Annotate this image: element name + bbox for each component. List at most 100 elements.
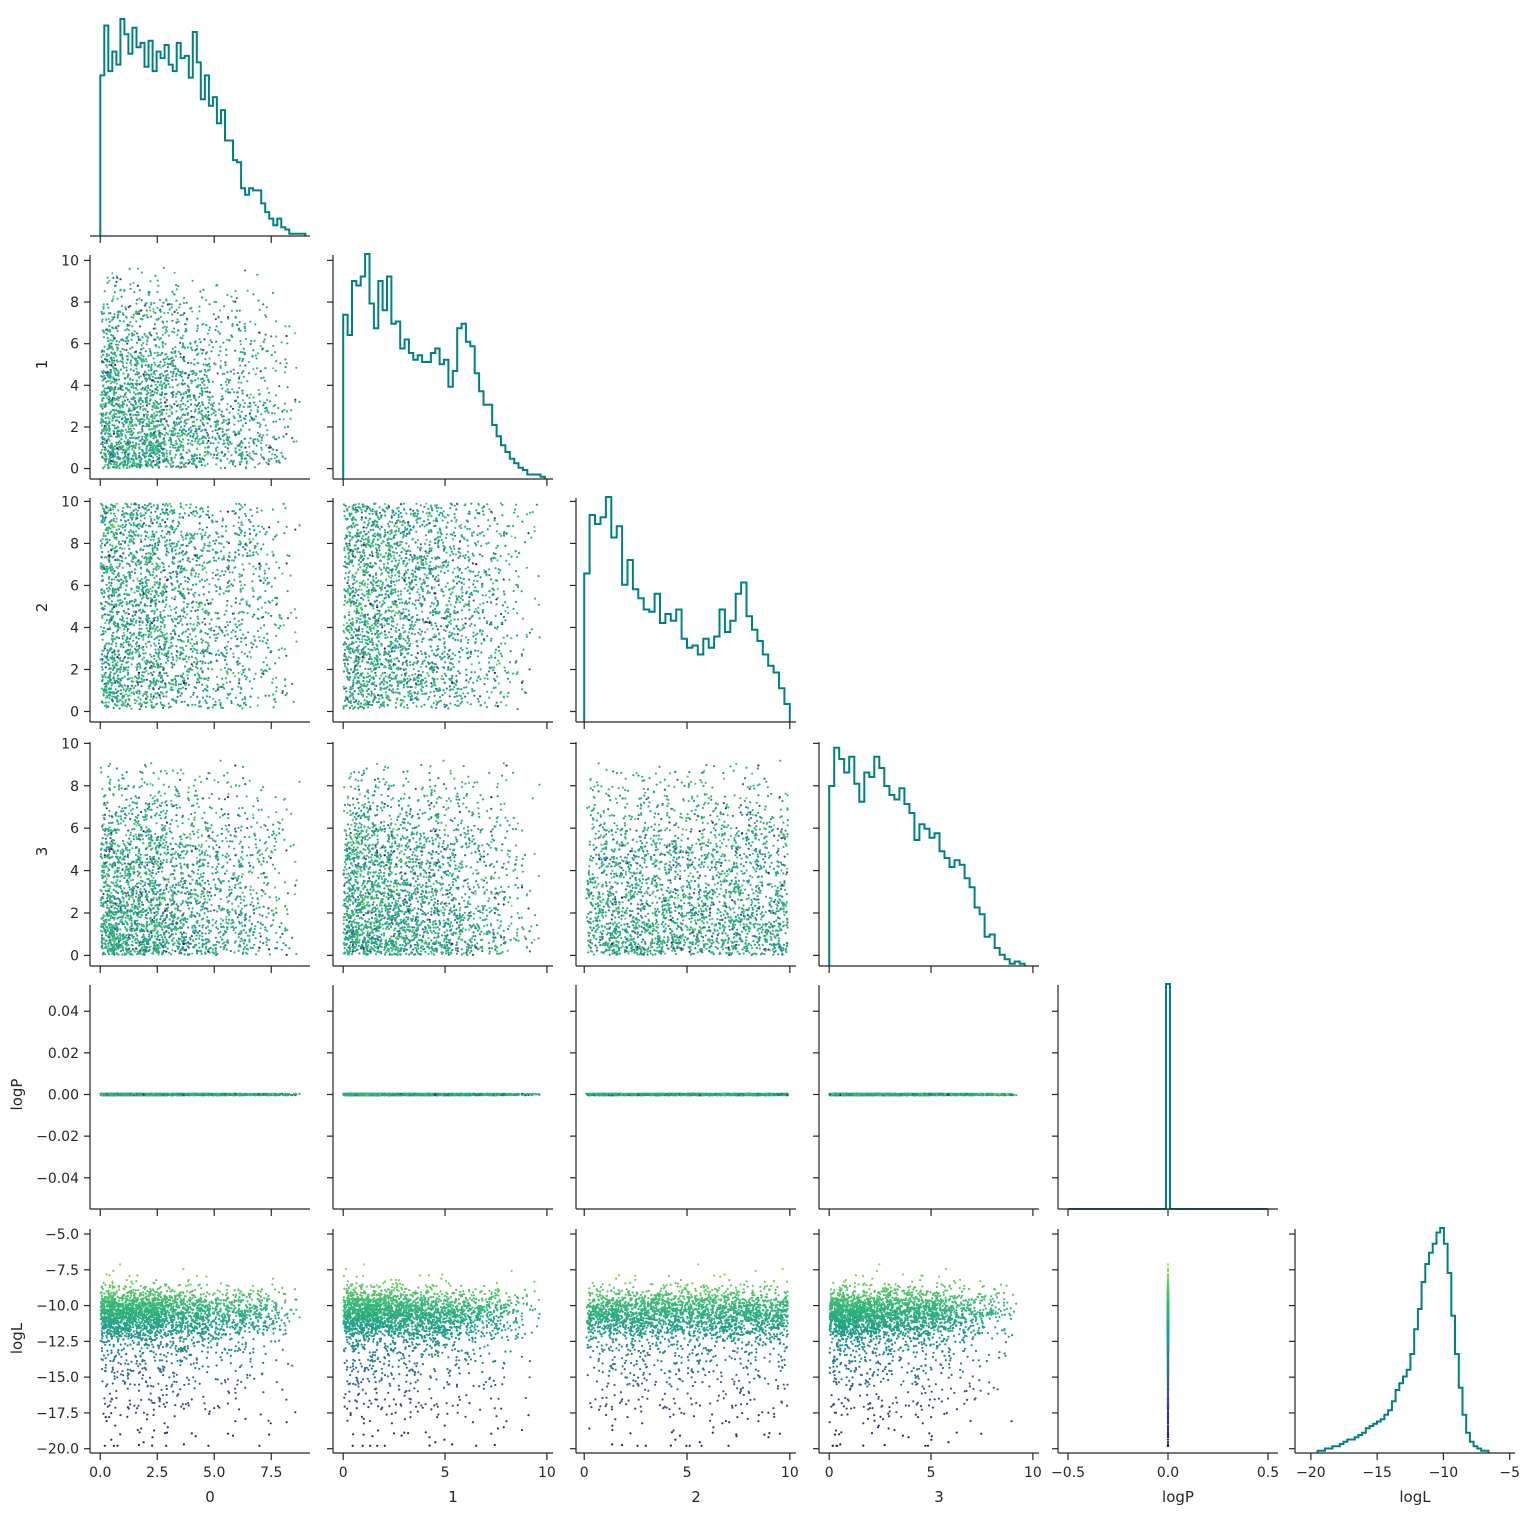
scatter-point xyxy=(194,572,197,575)
scatter-point xyxy=(157,284,160,287)
scatter-point xyxy=(230,631,233,634)
scatter-point xyxy=(259,423,262,426)
scatter-point xyxy=(174,675,177,678)
scatter-point xyxy=(196,435,199,438)
scatter-point xyxy=(267,458,270,461)
scatter-point xyxy=(274,453,277,456)
scatter-point xyxy=(187,658,190,661)
scatter-point xyxy=(181,686,184,689)
scatter-point xyxy=(165,585,168,588)
scatter-point xyxy=(222,455,225,458)
scatter-point xyxy=(152,456,155,459)
scatter-point xyxy=(163,361,166,364)
scatter-point xyxy=(185,613,189,616)
scatter-point xyxy=(159,445,162,448)
scatter-point xyxy=(126,324,129,328)
scatter-point xyxy=(103,448,106,451)
scatter-point xyxy=(159,366,162,369)
scatter-point xyxy=(174,374,178,378)
scatter-point xyxy=(119,618,122,621)
scatter-point xyxy=(185,301,188,304)
scatter-point xyxy=(125,362,128,365)
scatter-point xyxy=(177,540,180,543)
scatter-point xyxy=(153,433,156,436)
scatter-point xyxy=(241,425,244,428)
scatter-point xyxy=(258,639,261,642)
scatter-point xyxy=(144,633,147,636)
scatter-point xyxy=(181,382,184,385)
scatter-point xyxy=(195,554,199,558)
scatter-point xyxy=(135,320,138,323)
scatter-point xyxy=(189,426,192,429)
scatter-point xyxy=(176,567,179,570)
scatter-point xyxy=(260,606,263,609)
scatter-point xyxy=(101,349,104,352)
scatter-point xyxy=(111,571,114,574)
scatter-point xyxy=(115,576,118,579)
scatter-point xyxy=(103,438,106,441)
scatter-point xyxy=(175,701,178,704)
scatter-point xyxy=(192,693,195,696)
scatter-point xyxy=(106,463,109,466)
scatter-point xyxy=(121,619,124,622)
scatter-point xyxy=(153,599,156,603)
scatter-point xyxy=(99,412,102,415)
scatter-point xyxy=(144,563,147,566)
scatter-point xyxy=(178,421,181,424)
scatter-point xyxy=(155,369,158,372)
scatter-point xyxy=(124,386,127,390)
scatter-point xyxy=(126,504,129,507)
scatter-point xyxy=(122,516,125,519)
scatter-point xyxy=(182,640,185,643)
scatter-point xyxy=(190,610,193,613)
scatter-point xyxy=(196,615,199,618)
scatter-point xyxy=(125,584,129,587)
scatter-point xyxy=(271,599,274,602)
scatter-point xyxy=(110,319,113,322)
scatter-point xyxy=(169,357,172,360)
scatter-point xyxy=(180,375,183,378)
scatter-point xyxy=(283,408,286,411)
scatter-point xyxy=(198,700,201,703)
scatter-point xyxy=(147,636,150,639)
scatter-point xyxy=(172,292,175,295)
scatter-point xyxy=(107,435,110,438)
scatter-point xyxy=(149,653,152,656)
scatter-point xyxy=(271,412,274,415)
scatter-point xyxy=(115,550,118,553)
scatter-point xyxy=(263,418,266,421)
scatter-point xyxy=(184,553,187,556)
scatter-point xyxy=(226,633,229,636)
scatter-point xyxy=(194,464,197,467)
scatter-point xyxy=(219,364,222,368)
scatter-point xyxy=(160,652,164,655)
scatter-point xyxy=(220,413,223,416)
scatter-point xyxy=(178,571,181,574)
scatter-point xyxy=(189,435,192,438)
scatter-point xyxy=(155,318,158,321)
scatter-point xyxy=(136,560,139,563)
scatter-point xyxy=(245,643,248,646)
scatter-point xyxy=(245,450,248,454)
scatter-point xyxy=(111,417,114,420)
scatter-point xyxy=(170,618,173,621)
scatter-point xyxy=(117,372,120,375)
scatter-point xyxy=(195,418,198,421)
scatter-point xyxy=(197,407,200,410)
scatter-point xyxy=(263,569,266,572)
scatter-point xyxy=(152,435,155,438)
scatter-point xyxy=(104,460,107,463)
scatter-point xyxy=(193,341,196,344)
scatter-point xyxy=(222,546,225,549)
scatter-point xyxy=(175,308,178,311)
scatter-point xyxy=(125,369,128,372)
scatter-point xyxy=(170,652,173,655)
scatter-point xyxy=(253,442,256,445)
scatter-point xyxy=(116,374,120,377)
scatter-point xyxy=(140,703,144,707)
scatter-point xyxy=(157,586,160,589)
scatter-point xyxy=(112,666,115,670)
scatter-point xyxy=(179,457,182,460)
scatter-point xyxy=(119,289,122,292)
scatter-point xyxy=(157,420,160,423)
